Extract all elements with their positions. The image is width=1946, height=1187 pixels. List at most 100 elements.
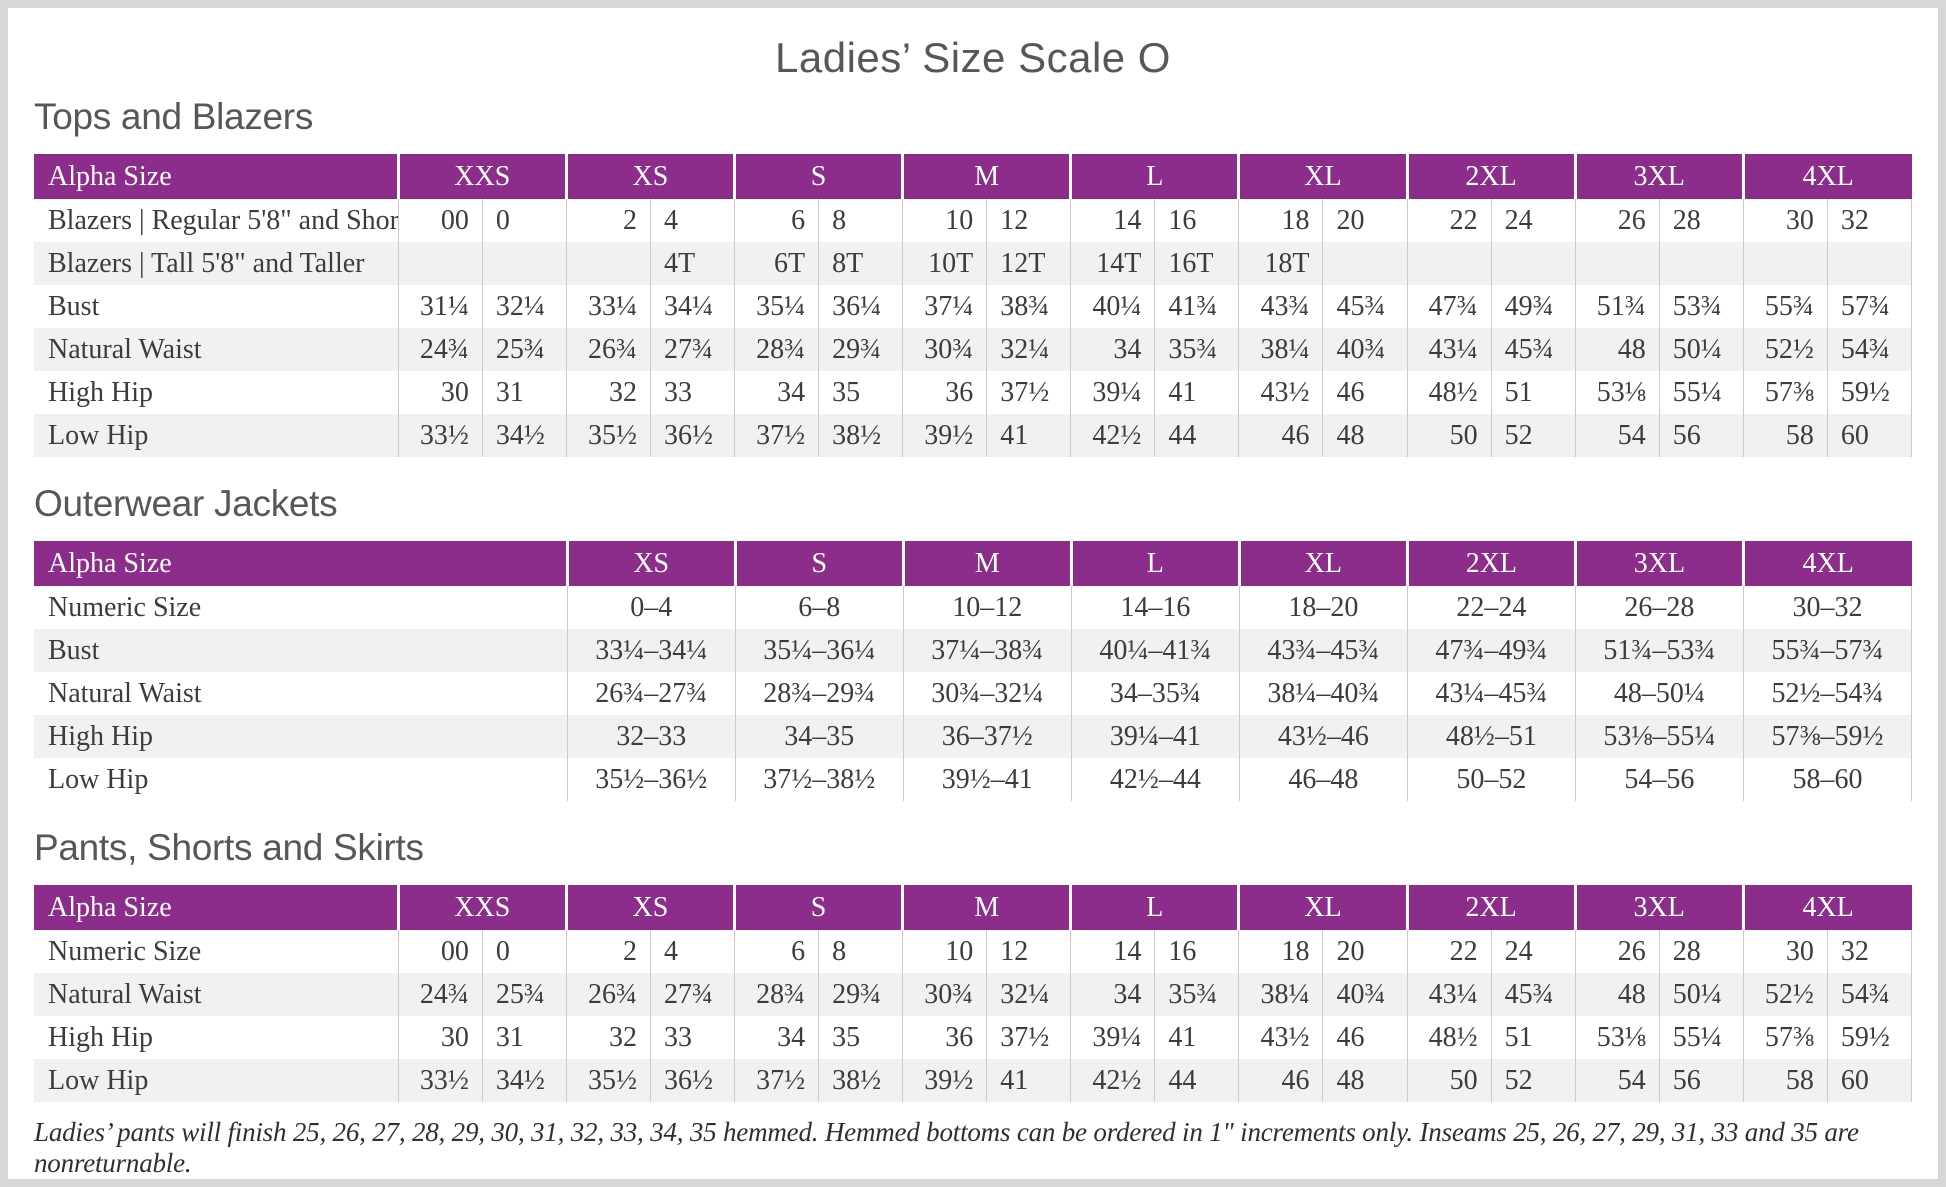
size-value-cell: 39¼–41 <box>1070 715 1240 758</box>
size-value-cell: 37½ <box>986 371 1071 414</box>
row-label: Blazers | Tall 5'8" and Taller <box>48 248 365 279</box>
size-value-cell: 46–48 <box>1238 758 1408 801</box>
size-value-cell: 12T <box>986 242 1071 285</box>
size-value-cell: 57¾ <box>1826 285 1913 328</box>
size-value-cell: 34½ <box>481 1059 567 1102</box>
size-column-header: M <box>901 541 1072 586</box>
size-value-cell: 24 <box>1490 930 1576 973</box>
size-value-cell: 57⅜ <box>1742 1016 1828 1059</box>
size-value-cell: 26 <box>1574 930 1660 973</box>
size-value-cell: 39½–41 <box>902 758 1072 801</box>
section-outerwear-jackets: Outerwear Jackets Alpha Size XS S M L XL 2XL 3X… <box>34 483 1913 801</box>
size-value-cell: 18 <box>1238 199 1323 242</box>
size-value-cell: 28 <box>1658 930 1744 973</box>
row-label: Natural Waist <box>48 979 202 1010</box>
size-value-cell: 12 <box>986 199 1071 242</box>
pants-shorts-skirts-size-table: Alpha Size XXS XS S M L XL 2XL 3XL 4XL Numeric Siz… <box>34 885 1913 1102</box>
size-value-cell: 14 <box>1070 930 1155 973</box>
size-value-cell: 43¾ <box>1238 285 1323 328</box>
size-value-cell: 28¾ <box>733 973 819 1016</box>
size-value-cell: 30 <box>397 371 483 414</box>
size-value-cell: 32¼ <box>481 285 567 328</box>
size-value-cell: 52 <box>1490 414 1576 457</box>
size-column-header: M <box>901 885 1071 930</box>
size-value-cell: 8 <box>818 199 903 242</box>
size-column-header: S <box>732 885 903 930</box>
size-value-cell: 29¾ <box>818 973 903 1016</box>
size-value-cell: 43½ <box>1238 371 1323 414</box>
size-value-cell: 60 <box>1826 1059 1913 1102</box>
size-value-cell: 38½ <box>818 414 903 457</box>
size-value-cell: 50 <box>1406 1059 1492 1102</box>
size-value-cell: 53⅛ <box>1574 371 1660 414</box>
size-value-cell: 52 <box>1490 1059 1576 1102</box>
size-value-cell: 16T <box>1154 242 1239 285</box>
size-column-header: XL <box>1237 885 1407 930</box>
size-value-cell: 35¾ <box>1154 973 1239 1016</box>
size-value-cell: 14T <box>1070 242 1155 285</box>
size-column-header: XL <box>1237 154 1407 199</box>
size-value-cell: 18 <box>1238 930 1323 973</box>
size-value-cell: 41 <box>1154 371 1239 414</box>
size-value-cell: 54 <box>1574 1059 1660 1102</box>
size-value-cell: 25¾ <box>481 328 567 371</box>
size-value-cell: 48 <box>1322 1059 1407 1102</box>
size-value-cell: 45¾ <box>1490 973 1576 1016</box>
size-value-cell: 39¼ <box>1070 1016 1155 1059</box>
size-column-header: XS <box>564 885 735 930</box>
size-value-cell: 26–28 <box>1574 586 1744 629</box>
size-value-cell: 57⅜ <box>1742 371 1828 414</box>
size-value-cell: 4T <box>649 242 735 285</box>
row-label: Numeric Size <box>48 936 202 967</box>
size-column-header: 3XL <box>1573 885 1744 930</box>
size-value-cell: 4 <box>649 930 735 973</box>
size-value-cell: 24 <box>1490 199 1576 242</box>
size-value-cell: 34 <box>1070 328 1155 371</box>
size-value-cell: 26¾–27¾ <box>566 672 736 715</box>
size-value-cell: 29¾ <box>818 328 903 371</box>
size-value-cell: 18T <box>1238 242 1323 285</box>
size-value-cell: 30 <box>1742 199 1828 242</box>
size-column-header: XL <box>1237 541 1408 586</box>
size-value-cell: 10T <box>902 242 987 285</box>
row-label: Natural Waist <box>48 678 202 709</box>
size-column-header: 4XL <box>1741 154 1912 199</box>
size-value-cell: 0 <box>481 199 567 242</box>
size-value-cell: 52½ <box>1742 328 1828 371</box>
size-value-cell: 43½–46 <box>1238 715 1408 758</box>
size-value-cell: 37½ <box>733 414 819 457</box>
size-value-cell: 55¼ <box>1658 371 1744 414</box>
size-value-cell: 58 <box>1742 1059 1828 1102</box>
size-value-cell: 10 <box>902 199 987 242</box>
size-value-cell: 39½ <box>902 1059 987 1102</box>
size-value-cell: 10–12 <box>902 586 1072 629</box>
size-value-cell: 47¾ <box>1406 285 1492 328</box>
size-value-cell: 53⅛ <box>1574 1016 1660 1059</box>
size-value-cell: 38¼–40¾ <box>1238 672 1408 715</box>
size-value-cell: 35¼ <box>733 285 819 328</box>
table-row: Numeric Size 00 0 2 4 6 8 10 12 14 16 18 20 22 24 26 28 3… <box>34 930 1913 973</box>
alpha-size-column-header: Alpha Size <box>34 154 399 199</box>
size-column-header: L <box>1069 154 1239 199</box>
size-value-cell: 52½–54¾ <box>1742 672 1913 715</box>
size-value-cell: 32 <box>1826 930 1913 973</box>
size-value-cell: 55¼ <box>1658 1016 1744 1059</box>
size-value-cell <box>397 242 483 285</box>
section-heading-tops-and-blazers: Tops and Blazers <box>34 96 314 137</box>
size-value-cell: 2 <box>565 930 651 973</box>
size-value-cell: 43¼ <box>1406 973 1492 1016</box>
size-value-cell: 35½–36½ <box>566 758 736 801</box>
size-value-cell: 53⅛–55¼ <box>1574 715 1744 758</box>
size-value-cell <box>1574 242 1660 285</box>
size-value-cell <box>1406 242 1492 285</box>
size-value-cell: 54¾ <box>1826 973 1913 1016</box>
size-value-cell: 14 <box>1070 199 1155 242</box>
size-value-cell: 00 <box>397 930 483 973</box>
size-value-cell: 34 <box>1070 973 1155 1016</box>
size-value-cell: 39½ <box>902 414 987 457</box>
size-value-cell: 30–32 <box>1742 586 1913 629</box>
size-value-cell: 0 <box>481 930 567 973</box>
row-label: Low Hip <box>48 420 149 451</box>
size-value-cell <box>1826 242 1913 285</box>
row-label: Low Hip <box>48 764 149 795</box>
